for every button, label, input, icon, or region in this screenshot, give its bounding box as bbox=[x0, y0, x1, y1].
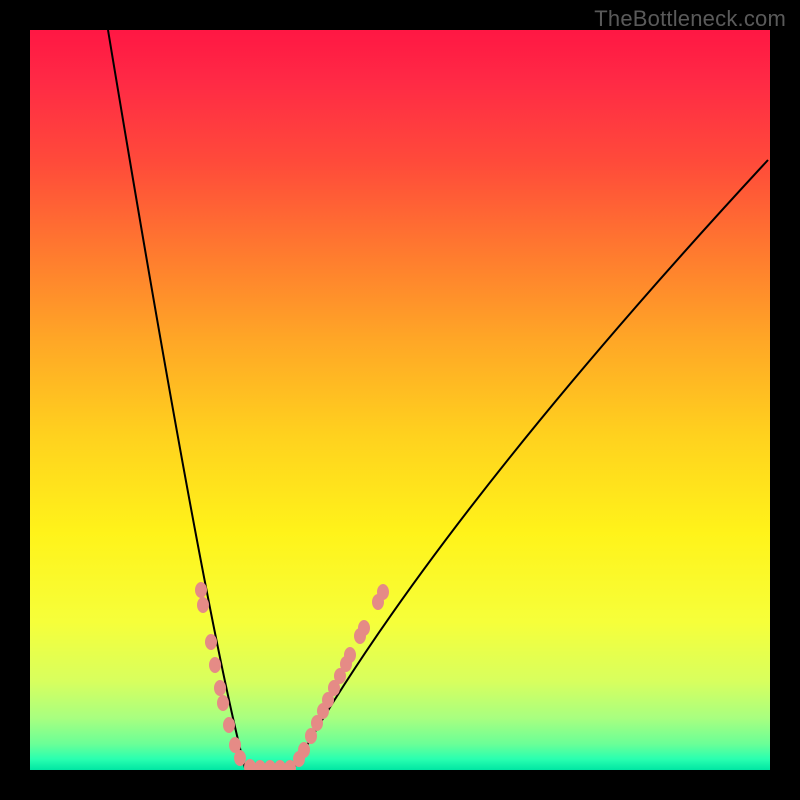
curve-layer bbox=[30, 30, 770, 770]
data-marker-right bbox=[298, 742, 310, 758]
data-marker-left bbox=[205, 634, 217, 650]
data-marker-left bbox=[195, 582, 207, 598]
data-marker-left bbox=[217, 695, 229, 711]
curve-right-branch bbox=[294, 160, 768, 768]
watermark-text: TheBottleneck.com bbox=[594, 6, 786, 32]
data-marker-left bbox=[197, 597, 209, 613]
data-marker-left bbox=[234, 750, 246, 766]
data-marker-right bbox=[344, 647, 356, 663]
data-marker-left bbox=[209, 657, 221, 673]
data-marker-left bbox=[223, 717, 235, 733]
data-marker-right bbox=[358, 620, 370, 636]
chart-frame: TheBottleneck.com bbox=[0, 0, 800, 800]
data-marker-left bbox=[214, 680, 226, 696]
plot-area bbox=[30, 30, 770, 770]
curve-left-branch bbox=[108, 30, 245, 768]
data-marker-right bbox=[377, 584, 389, 600]
